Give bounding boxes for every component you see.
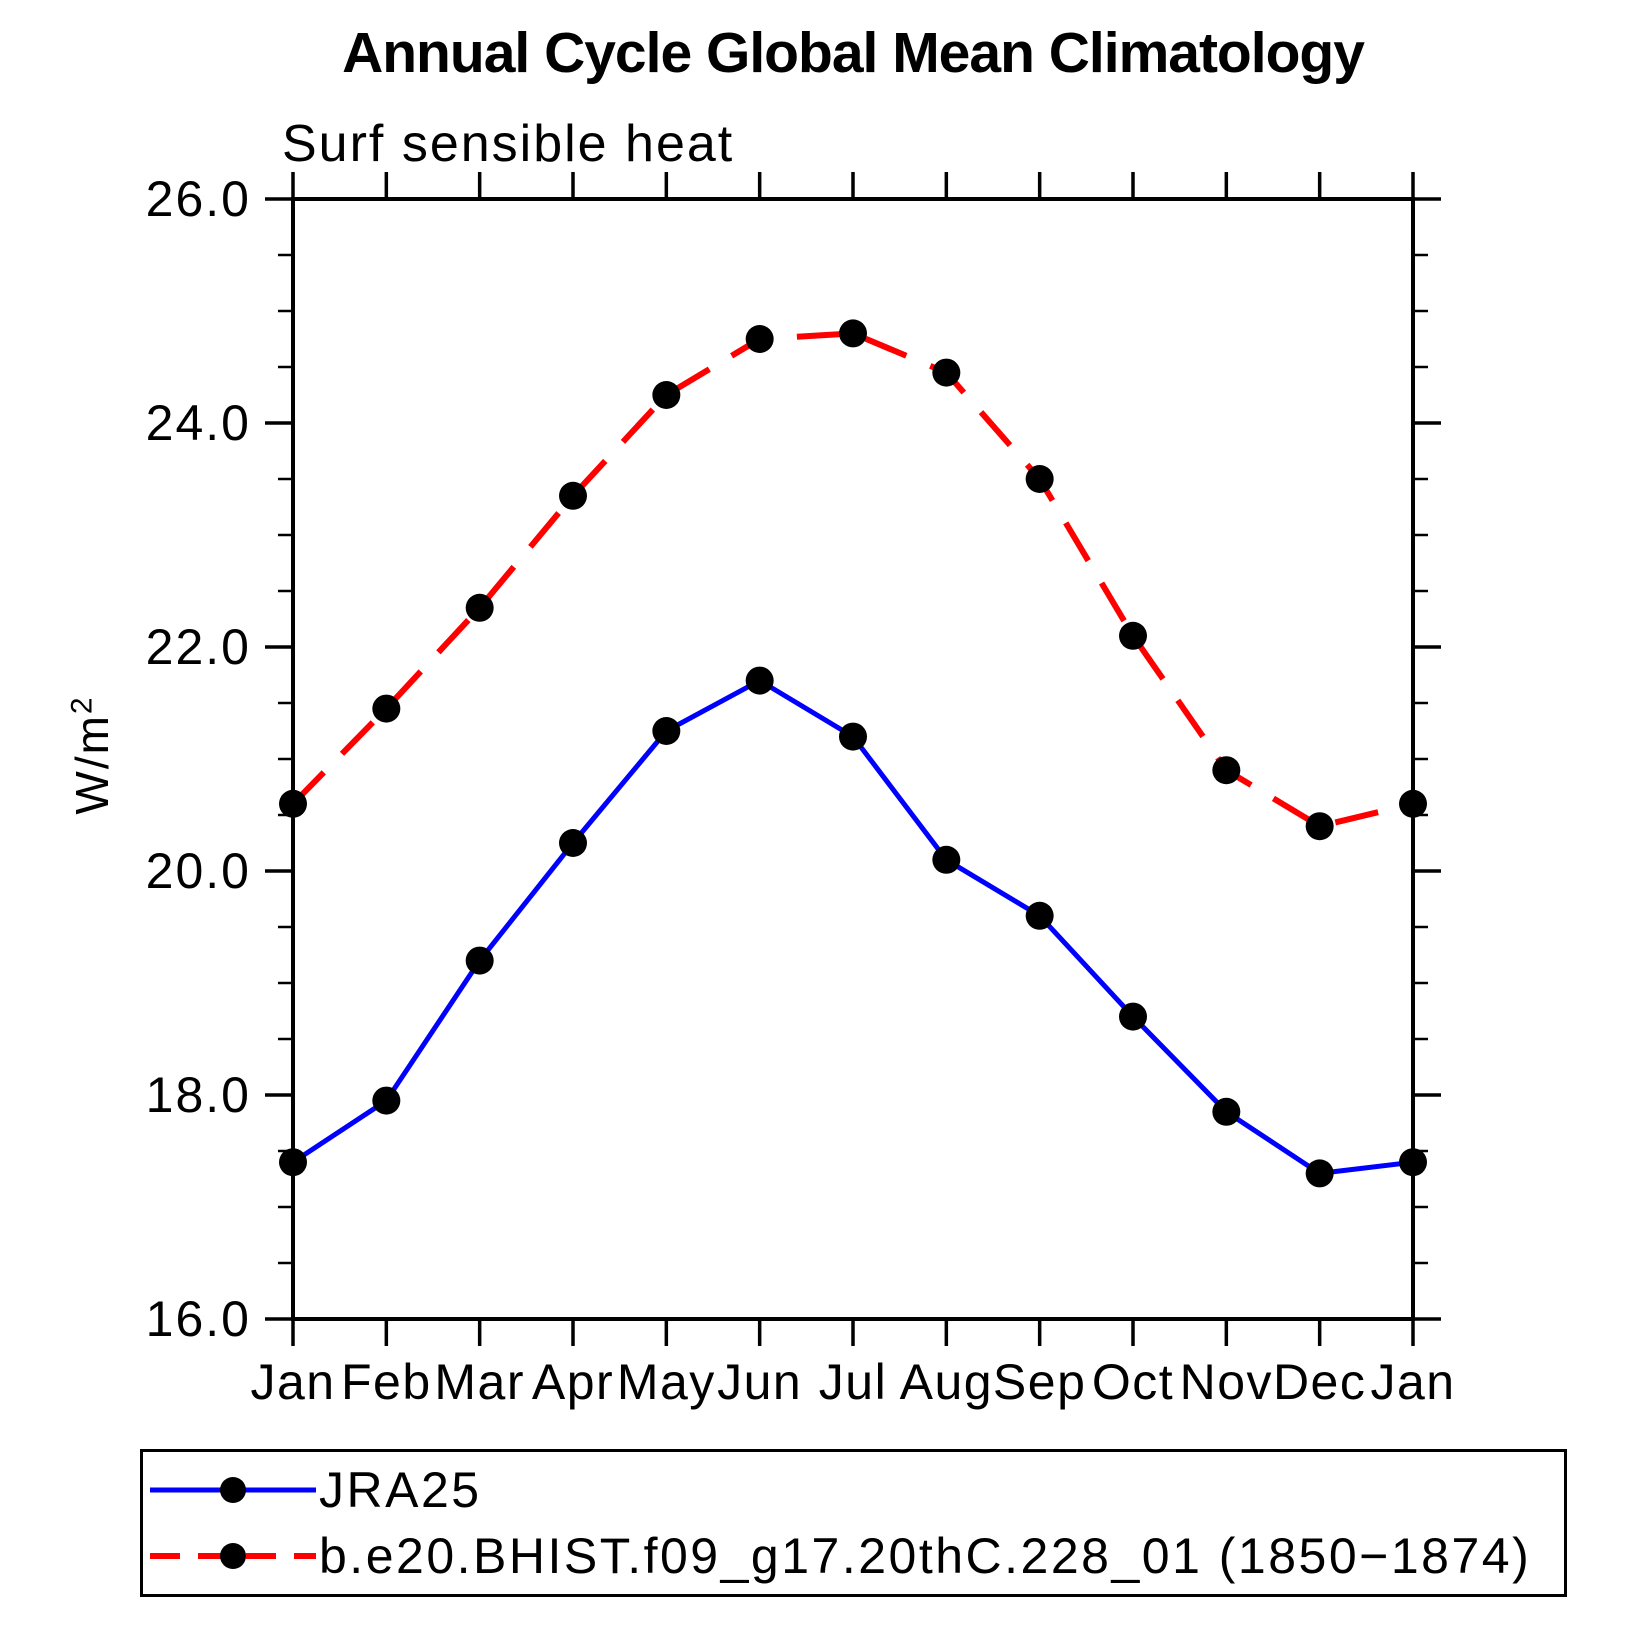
- data-point-marker: [839, 722, 867, 751]
- data-point-marker: [1212, 756, 1241, 785]
- plot-frame: [291, 197, 1415, 1321]
- y-axis-labels: 26.0 24.0 22.0 20.0 18.0 16.0: [146, 171, 251, 1347]
- data-point-marker: [279, 789, 307, 818]
- series-path-1: [290, 330, 1414, 830]
- x-tick-label: Jun: [717, 1354, 802, 1410]
- legend-sample-svg: [150, 1543, 316, 1569]
- y-tick-label: 18.0: [146, 1067, 251, 1123]
- y-tick-label: 16.0: [146, 1291, 251, 1347]
- data-point-marker: [1119, 1002, 1147, 1031]
- y-axis-ticks: [265, 197, 1441, 1321]
- x-tick-label: Sep: [993, 1354, 1086, 1410]
- x-tick-label: Oct: [1092, 1354, 1174, 1410]
- legend-sample-marker: [220, 1543, 246, 1569]
- y-tick-label: 22.0: [146, 619, 251, 675]
- legend-sample-svg: [150, 1477, 316, 1503]
- x-tick-label: Dec: [1273, 1354, 1366, 1410]
- data-point-marker: [932, 358, 961, 387]
- x-axis-labels: Jan Feb Mar Apr May Jun Jul Aug Sep Oct Nov Dec Jan: [250, 1354, 1455, 1410]
- series-1: [279, 319, 1427, 841]
- legend-sample-0: [149, 1472, 317, 1508]
- y-tick-label: 24.0: [146, 395, 251, 451]
- legend-sample-marker: [220, 1477, 246, 1503]
- legend-label-jra25: JRA25: [319, 1462, 482, 1518]
- data-point-marker: [1119, 621, 1147, 650]
- x-axis-ticks: [291, 172, 1415, 1346]
- series-path-0: [291, 677, 1414, 1176]
- x-tick-label: Jul: [819, 1354, 887, 1410]
- x-tick-label: Aug: [900, 1354, 993, 1410]
- x-tick-label: Apr: [532, 1354, 614, 1410]
- legend-sample-1: [149, 1538, 317, 1574]
- data-point-marker: [1399, 789, 1427, 818]
- x-tick-label: Jan: [250, 1354, 335, 1410]
- data-point-marker: [1399, 1148, 1427, 1177]
- data-point-marker: [559, 481, 587, 510]
- data-point-marker: [932, 845, 961, 874]
- y-tick-label: 20.0: [146, 843, 251, 899]
- x-tick-label: May: [617, 1354, 716, 1410]
- data-point-marker: [465, 946, 494, 975]
- data-point-marker: [1305, 812, 1334, 841]
- data-point-marker: [652, 717, 681, 745]
- y-tick-label: 26.0: [146, 171, 251, 227]
- data-point-marker: [839, 319, 867, 348]
- data-point-marker: [559, 829, 587, 857]
- series-0: [279, 666, 1427, 1188]
- x-tick-label: Feb: [341, 1354, 432, 1410]
- legend-row-model: b.e20.BHIST.f09_g17.20thC.228_01 (1850−1…: [149, 1528, 1531, 1584]
- data-point-marker: [745, 325, 774, 353]
- chart-title: Annual Cycle Global Mean Climatology: [342, 21, 1365, 85]
- legend: JRA25 b.e20.BHIST.f09_g17.20thC.228_01 (…: [140, 1449, 1567, 1597]
- data-point-marker: [279, 1148, 307, 1177]
- x-tick-label: Nov: [1180, 1354, 1273, 1410]
- chart-subtitle: Surf sensible heat: [282, 115, 735, 173]
- data-point-marker: [465, 593, 494, 622]
- data-point-marker: [1212, 1097, 1241, 1126]
- x-tick-label: Mar: [434, 1354, 525, 1410]
- data-point-marker: [745, 666, 774, 695]
- data-point-marker: [1305, 1159, 1334, 1188]
- data-point-marker: [652, 381, 681, 409]
- x-tick-label: Jan: [1370, 1354, 1455, 1410]
- data-point-marker: [1025, 465, 1054, 493]
- legend-row-jra25: JRA25: [149, 1462, 482, 1518]
- legend-label-model: b.e20.BHIST.f09_g17.20thC.228_01 (1850−1…: [319, 1528, 1532, 1584]
- data-point-marker: [1025, 901, 1054, 930]
- data-point-marker: [372, 1086, 401, 1115]
- data-point-marker: [372, 694, 401, 723]
